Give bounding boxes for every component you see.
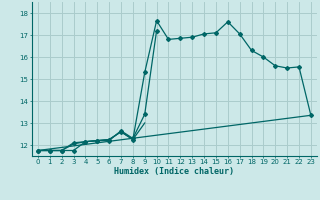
X-axis label: Humidex (Indice chaleur): Humidex (Indice chaleur) [115,167,234,176]
